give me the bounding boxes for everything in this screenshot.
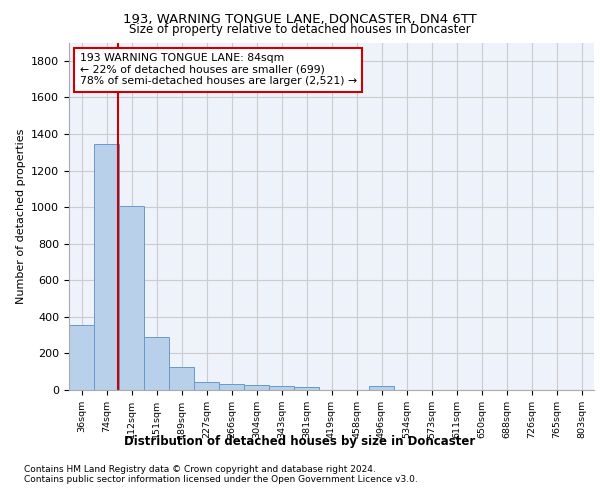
Text: Size of property relative to detached houses in Doncaster: Size of property relative to detached ho… bbox=[129, 22, 471, 36]
Bar bbox=[294, 388, 319, 390]
Bar bbox=[169, 367, 194, 390]
Bar bbox=[94, 144, 119, 390]
Bar bbox=[119, 206, 144, 390]
Bar bbox=[219, 384, 244, 390]
Text: 193, WARNING TONGUE LANE, DONCASTER, DN4 6TT: 193, WARNING TONGUE LANE, DONCASTER, DN4… bbox=[123, 12, 477, 26]
Text: 193 WARNING TONGUE LANE: 84sqm
← 22% of detached houses are smaller (699)
78% of: 193 WARNING TONGUE LANE: 84sqm ← 22% of … bbox=[79, 53, 356, 86]
Text: Distribution of detached houses by size in Doncaster: Distribution of detached houses by size … bbox=[124, 435, 476, 448]
Bar bbox=[144, 337, 169, 390]
Text: Contains public sector information licensed under the Open Government Licence v3: Contains public sector information licen… bbox=[24, 475, 418, 484]
Y-axis label: Number of detached properties: Number of detached properties bbox=[16, 128, 26, 304]
Bar bbox=[369, 386, 394, 390]
Bar bbox=[244, 384, 269, 390]
Bar bbox=[194, 382, 219, 390]
Bar bbox=[69, 325, 94, 390]
Bar bbox=[269, 386, 294, 390]
Text: Contains HM Land Registry data © Crown copyright and database right 2024.: Contains HM Land Registry data © Crown c… bbox=[24, 465, 376, 474]
